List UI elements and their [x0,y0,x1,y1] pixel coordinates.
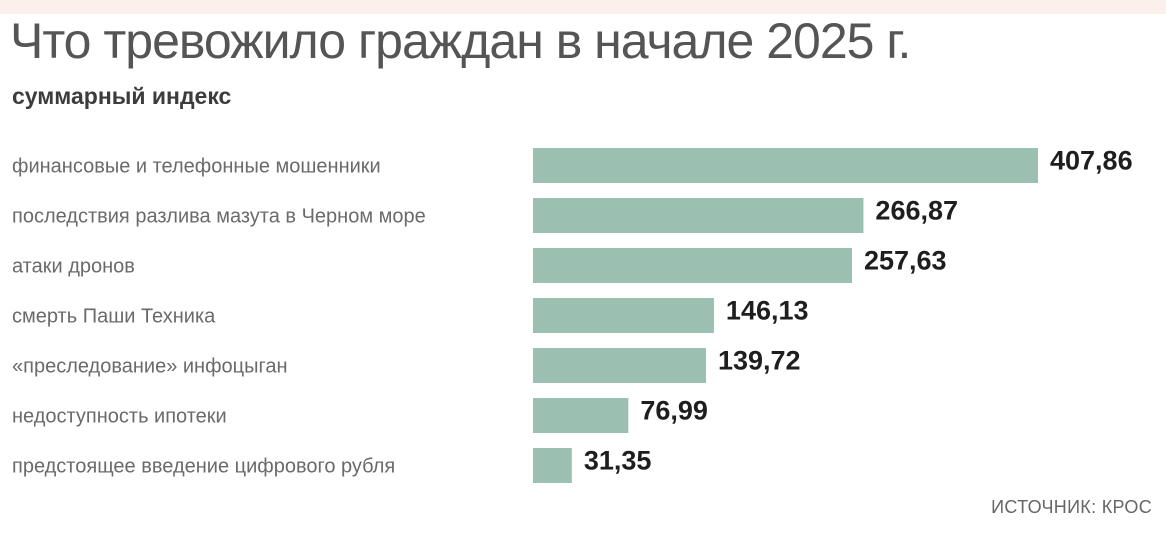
source-note: ИСТОЧНИК: КРОС [991,497,1152,517]
bar [533,198,864,233]
value-label: 407,86 [1050,146,1133,176]
bar [533,398,629,433]
category-label: финансовые и телефонные мошенники [12,156,381,178]
category-label: предстоящее введение цифрового рубля [12,456,395,478]
bar [533,148,1038,183]
bar [533,348,706,383]
value-label: 257,63 [864,246,947,276]
category-label: смерть Паши Техника [12,306,216,328]
value-label: 146,13 [726,296,809,326]
value-label: 31,35 [584,446,652,476]
bar [533,248,852,283]
bar [533,448,572,483]
chart-subtitle: суммарный индекс [12,83,232,109]
bar [533,298,714,333]
category-label: атаки дронов [12,256,135,278]
top-band [0,0,1166,14]
value-label: 266,87 [875,196,958,226]
category-label: «преследование» инфоцыган [12,356,288,378]
value-label: 76,99 [640,396,708,426]
chart-title: Что тревожило граждан в начале 2025 г. [10,13,911,69]
category-label: последствия разлива мазута в Черном море [12,206,426,228]
category-label: недоступность ипотеки [12,406,227,428]
value-label: 139,72 [718,346,801,376]
